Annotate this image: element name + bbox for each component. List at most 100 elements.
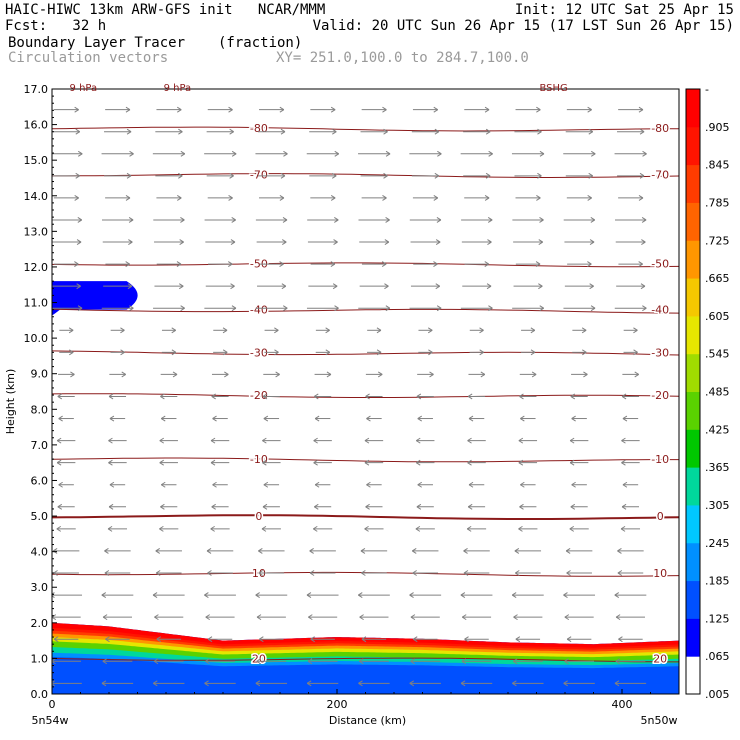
temperature-contour bbox=[52, 514, 679, 520]
wind-vector-head bbox=[512, 680, 517, 687]
wind-vector-head bbox=[156, 636, 162, 643]
wind-vector-head bbox=[330, 261, 336, 268]
wind-vector-head bbox=[411, 548, 417, 554]
wind-vector-head bbox=[486, 283, 492, 290]
wind-vector-head bbox=[377, 371, 383, 378]
wind-vector-head bbox=[638, 261, 643, 268]
wind-vector-head bbox=[461, 614, 467, 621]
colorbar-swatch bbox=[686, 542, 700, 582]
tracer-band-8 bbox=[52, 657, 679, 694]
colorbar-label: .845 bbox=[705, 159, 730, 172]
cross-section-endpoints: XY= 251.0,100.0 to 284.7,100.0 bbox=[276, 50, 529, 66]
colorbar-frame bbox=[685, 88, 701, 695]
wind-vector-head bbox=[409, 680, 415, 687]
wind-vector-head bbox=[620, 525, 626, 532]
wind-vector-head bbox=[539, 217, 544, 223]
wind-vector-head bbox=[536, 106, 541, 113]
wind-vector-head bbox=[56, 525, 62, 532]
wind-vector-head bbox=[334, 305, 339, 312]
wind-vector-head bbox=[153, 680, 158, 687]
wind-vector-head bbox=[204, 592, 209, 598]
wind-vector-head bbox=[617, 570, 623, 576]
wind-vector-head bbox=[639, 172, 645, 179]
wind-vector-head bbox=[376, 327, 382, 334]
wind-vector-head bbox=[382, 106, 387, 113]
wind-vector-head bbox=[75, 128, 81, 135]
wind-vector-head bbox=[634, 371, 639, 378]
wind-vector-head bbox=[314, 415, 320, 422]
wind-vector-head bbox=[255, 680, 261, 687]
wind-vector-head bbox=[227, 261, 233, 268]
wind-vector-head bbox=[77, 305, 83, 312]
wind-vector-head bbox=[536, 194, 541, 201]
y-tick-label: 10.0 bbox=[24, 332, 49, 345]
wind-vector-head bbox=[125, 261, 130, 268]
wind-vector-head bbox=[127, 283, 133, 290]
wind-vector-head bbox=[587, 106, 592, 113]
wind-vector-head bbox=[417, 415, 423, 422]
wind-vector-head bbox=[487, 217, 493, 223]
wind-vector-head bbox=[325, 349, 331, 356]
y-tick-label: 9.0 bbox=[31, 368, 49, 381]
wind-vector-head bbox=[107, 525, 113, 532]
wind-vector-head bbox=[640, 283, 646, 290]
wind-vector-head bbox=[467, 503, 473, 510]
field-name: Boundary Layer Tracer bbox=[8, 35, 186, 51]
top-label: 9 hPa bbox=[70, 83, 98, 94]
colorbar-swatch bbox=[686, 89, 700, 128]
wind-vector-head bbox=[464, 636, 469, 643]
wind-vector-head bbox=[204, 680, 209, 687]
wind-vector-head bbox=[518, 459, 524, 466]
wind-vector-head bbox=[415, 437, 421, 444]
wind-vector-head bbox=[52, 680, 55, 687]
wind-vector-head bbox=[566, 570, 571, 576]
top-label: 9 hPa bbox=[164, 83, 192, 94]
colorbar-swatch bbox=[686, 656, 700, 695]
wind-vector-head bbox=[262, 393, 268, 400]
contour-label: -70 bbox=[651, 168, 669, 181]
y-tick-label: 1.0 bbox=[31, 652, 49, 665]
wind-vector-head bbox=[171, 349, 177, 356]
wind-vector-head bbox=[332, 283, 338, 290]
wind-vector-head bbox=[53, 570, 58, 576]
wind-vector-head bbox=[258, 570, 264, 576]
wind-vector-head bbox=[460, 592, 466, 598]
wind-vector-head bbox=[155, 570, 161, 576]
wind-vector-head bbox=[77, 150, 83, 157]
wind-vector-head bbox=[642, 150, 647, 157]
y-tick-label: 16.0 bbox=[24, 119, 49, 132]
wind-vector-head bbox=[434, 172, 440, 179]
wind-vector-head bbox=[569, 525, 575, 532]
wind-vector-head bbox=[468, 415, 474, 422]
wind-vector-head bbox=[120, 349, 125, 356]
wind-vector-head bbox=[102, 658, 108, 665]
wind-vector-head bbox=[205, 658, 210, 665]
wind-vector-head bbox=[230, 283, 235, 290]
wind-vector-head bbox=[222, 327, 228, 334]
wind-vector-head bbox=[415, 525, 421, 532]
wind-vector-head bbox=[485, 172, 491, 179]
wind-vector-head bbox=[563, 592, 568, 598]
wind-vector-head bbox=[488, 305, 493, 312]
colorbar-label: - bbox=[705, 83, 709, 96]
init-time: Init: 12 UTC Sat 25 Apr 15 bbox=[514, 2, 734, 18]
colorbar-label: .125 bbox=[705, 612, 730, 625]
wind-vector-head bbox=[384, 283, 389, 290]
wind-vector-head bbox=[313, 459, 318, 466]
wind-vector-head bbox=[435, 239, 441, 245]
wind-vector-head bbox=[436, 217, 442, 223]
wind-vector-head bbox=[412, 636, 418, 643]
wind-vector-head bbox=[467, 393, 473, 400]
wind-vector-head bbox=[206, 548, 212, 554]
wind-vector-head bbox=[468, 481, 474, 488]
wind-vector-head bbox=[520, 415, 525, 422]
wind-vector-head bbox=[518, 437, 524, 444]
wind-vector-head bbox=[108, 459, 113, 466]
wind-vector-head bbox=[280, 128, 286, 135]
wind-vector-head bbox=[617, 548, 622, 554]
wind-vector-head bbox=[588, 172, 593, 179]
wind-vector-head bbox=[433, 261, 438, 268]
wind-vector-head bbox=[622, 415, 628, 422]
wind-vector-head bbox=[108, 503, 114, 510]
wind-vector-head bbox=[563, 680, 568, 687]
